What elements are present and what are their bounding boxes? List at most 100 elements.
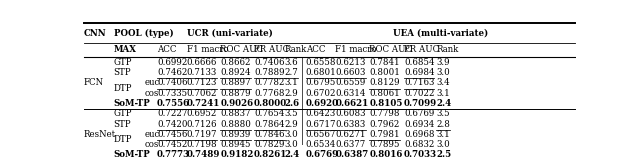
Text: 0.6603: 0.6603 bbox=[335, 68, 366, 77]
Text: CNN: CNN bbox=[84, 29, 107, 37]
Text: 0.7782: 0.7782 bbox=[254, 78, 285, 87]
Text: GTP: GTP bbox=[114, 58, 132, 67]
Text: euc: euc bbox=[145, 78, 160, 87]
Text: F1 macro: F1 macro bbox=[335, 45, 377, 54]
Text: 0.8837: 0.8837 bbox=[220, 109, 251, 118]
Text: Rank: Rank bbox=[436, 45, 458, 54]
Text: 2.4: 2.4 bbox=[436, 99, 451, 108]
Text: 3.9: 3.9 bbox=[436, 58, 450, 67]
Text: 2.5: 2.5 bbox=[436, 150, 451, 159]
Text: 0.7962: 0.7962 bbox=[369, 120, 399, 129]
Text: 0.7123: 0.7123 bbox=[187, 78, 217, 87]
Text: 0.7829: 0.7829 bbox=[254, 140, 285, 149]
Text: 0.7462: 0.7462 bbox=[157, 68, 188, 77]
Text: 0.7452: 0.7452 bbox=[157, 140, 188, 149]
Text: 0.7406: 0.7406 bbox=[157, 78, 188, 87]
Text: 0.6795: 0.6795 bbox=[306, 78, 336, 87]
Text: 0.6666: 0.6666 bbox=[187, 58, 217, 67]
Text: 0.6801: 0.6801 bbox=[306, 68, 337, 77]
Text: 0.7126: 0.7126 bbox=[187, 120, 217, 129]
Text: 0.6387: 0.6387 bbox=[335, 150, 369, 159]
Text: 3.1: 3.1 bbox=[436, 130, 450, 139]
Text: POOL (type): POOL (type) bbox=[114, 29, 173, 38]
Text: 2.9: 2.9 bbox=[284, 89, 298, 98]
Text: SoM-TP: SoM-TP bbox=[114, 150, 150, 159]
Text: GTP: GTP bbox=[114, 109, 132, 118]
Text: 0.8001: 0.8001 bbox=[369, 68, 400, 77]
Text: 0.8662: 0.8662 bbox=[220, 58, 251, 67]
Text: 0.6968: 0.6968 bbox=[404, 130, 435, 139]
Text: 0.6832: 0.6832 bbox=[404, 140, 435, 149]
Text: 0.8129: 0.8129 bbox=[369, 78, 400, 87]
Text: 2.8: 2.8 bbox=[436, 120, 450, 129]
Text: 0.7335: 0.7335 bbox=[157, 89, 187, 98]
Text: SoM-TP: SoM-TP bbox=[114, 99, 150, 108]
Text: STP: STP bbox=[114, 68, 131, 77]
Text: 0.6383: 0.6383 bbox=[335, 120, 365, 129]
Text: 0.8105: 0.8105 bbox=[369, 99, 403, 108]
Text: 0.8939: 0.8939 bbox=[220, 130, 251, 139]
Text: 0.7981: 0.7981 bbox=[369, 130, 400, 139]
Text: 0.7654: 0.7654 bbox=[254, 109, 284, 118]
Text: 0.8880: 0.8880 bbox=[220, 120, 252, 129]
Text: 0.7406: 0.7406 bbox=[254, 58, 285, 67]
Text: 0.8924: 0.8924 bbox=[220, 68, 251, 77]
Text: 0.7841: 0.7841 bbox=[369, 58, 400, 67]
Text: PR AUC: PR AUC bbox=[254, 45, 289, 54]
Text: 0.6621: 0.6621 bbox=[335, 99, 369, 108]
Text: 0.7197: 0.7197 bbox=[187, 130, 217, 139]
Text: 0.6083: 0.6083 bbox=[335, 109, 366, 118]
Text: 0.6271: 0.6271 bbox=[335, 130, 366, 139]
Text: 0.6377: 0.6377 bbox=[335, 140, 365, 149]
Text: 0.9026: 0.9026 bbox=[220, 99, 253, 108]
Text: 3.0: 3.0 bbox=[436, 68, 450, 77]
Text: STP: STP bbox=[114, 120, 131, 129]
Text: 2.6: 2.6 bbox=[284, 99, 300, 108]
Text: 0.7241: 0.7241 bbox=[187, 99, 220, 108]
Text: euc: euc bbox=[145, 130, 160, 139]
Text: 0.6934: 0.6934 bbox=[404, 120, 434, 129]
Text: 0.7198: 0.7198 bbox=[187, 140, 217, 149]
Text: 0.6769: 0.6769 bbox=[404, 109, 435, 118]
Text: 2.9: 2.9 bbox=[284, 120, 298, 129]
Text: 0.6717: 0.6717 bbox=[306, 120, 336, 129]
Text: 3.1: 3.1 bbox=[436, 89, 450, 98]
Text: 0.6567: 0.6567 bbox=[306, 130, 336, 139]
Text: 0.8061: 0.8061 bbox=[369, 89, 400, 98]
Text: 0.7846: 0.7846 bbox=[254, 130, 285, 139]
Text: 0.6992: 0.6992 bbox=[157, 58, 188, 67]
Text: 0.7420: 0.7420 bbox=[157, 120, 188, 129]
Text: 3.0: 3.0 bbox=[284, 140, 298, 149]
Text: ACC: ACC bbox=[306, 45, 325, 54]
Text: 0.8016: 0.8016 bbox=[369, 150, 403, 159]
Text: 0.7163: 0.7163 bbox=[404, 78, 435, 87]
Text: 0.7768: 0.7768 bbox=[254, 89, 285, 98]
Text: 0.8879: 0.8879 bbox=[220, 89, 251, 98]
Text: 0.7456: 0.7456 bbox=[157, 130, 188, 139]
Text: 0.7895: 0.7895 bbox=[369, 140, 399, 149]
Text: 3.6: 3.6 bbox=[284, 58, 298, 67]
Text: F1 macro: F1 macro bbox=[187, 45, 228, 54]
Text: 0.6314: 0.6314 bbox=[335, 89, 366, 98]
Text: MAX: MAX bbox=[114, 45, 137, 54]
Text: 0.6213: 0.6213 bbox=[335, 58, 366, 67]
Text: DTP: DTP bbox=[114, 84, 132, 93]
Text: FCN: FCN bbox=[84, 78, 104, 87]
Text: 0.7033: 0.7033 bbox=[404, 150, 437, 159]
Text: ACC: ACC bbox=[157, 45, 177, 54]
Text: 0.6984: 0.6984 bbox=[404, 68, 435, 77]
Text: 0.6952: 0.6952 bbox=[187, 109, 217, 118]
Text: 3.5: 3.5 bbox=[436, 109, 450, 118]
Text: 0.7889: 0.7889 bbox=[254, 68, 285, 77]
Text: Rank: Rank bbox=[284, 45, 307, 54]
Text: 0.8261: 0.8261 bbox=[254, 150, 287, 159]
Text: ROC AUC: ROC AUC bbox=[369, 45, 412, 54]
Text: 0.7864: 0.7864 bbox=[254, 120, 285, 129]
Text: 3.0: 3.0 bbox=[284, 130, 298, 139]
Text: 3.0: 3.0 bbox=[436, 140, 450, 149]
Text: UCR (uni-variate): UCR (uni-variate) bbox=[187, 29, 273, 37]
Text: 0.7773: 0.7773 bbox=[157, 150, 190, 159]
Text: 0.9182: 0.9182 bbox=[220, 150, 253, 159]
Text: 0.7099: 0.7099 bbox=[404, 99, 437, 108]
Text: UEA (multi-variate): UEA (multi-variate) bbox=[393, 29, 488, 37]
